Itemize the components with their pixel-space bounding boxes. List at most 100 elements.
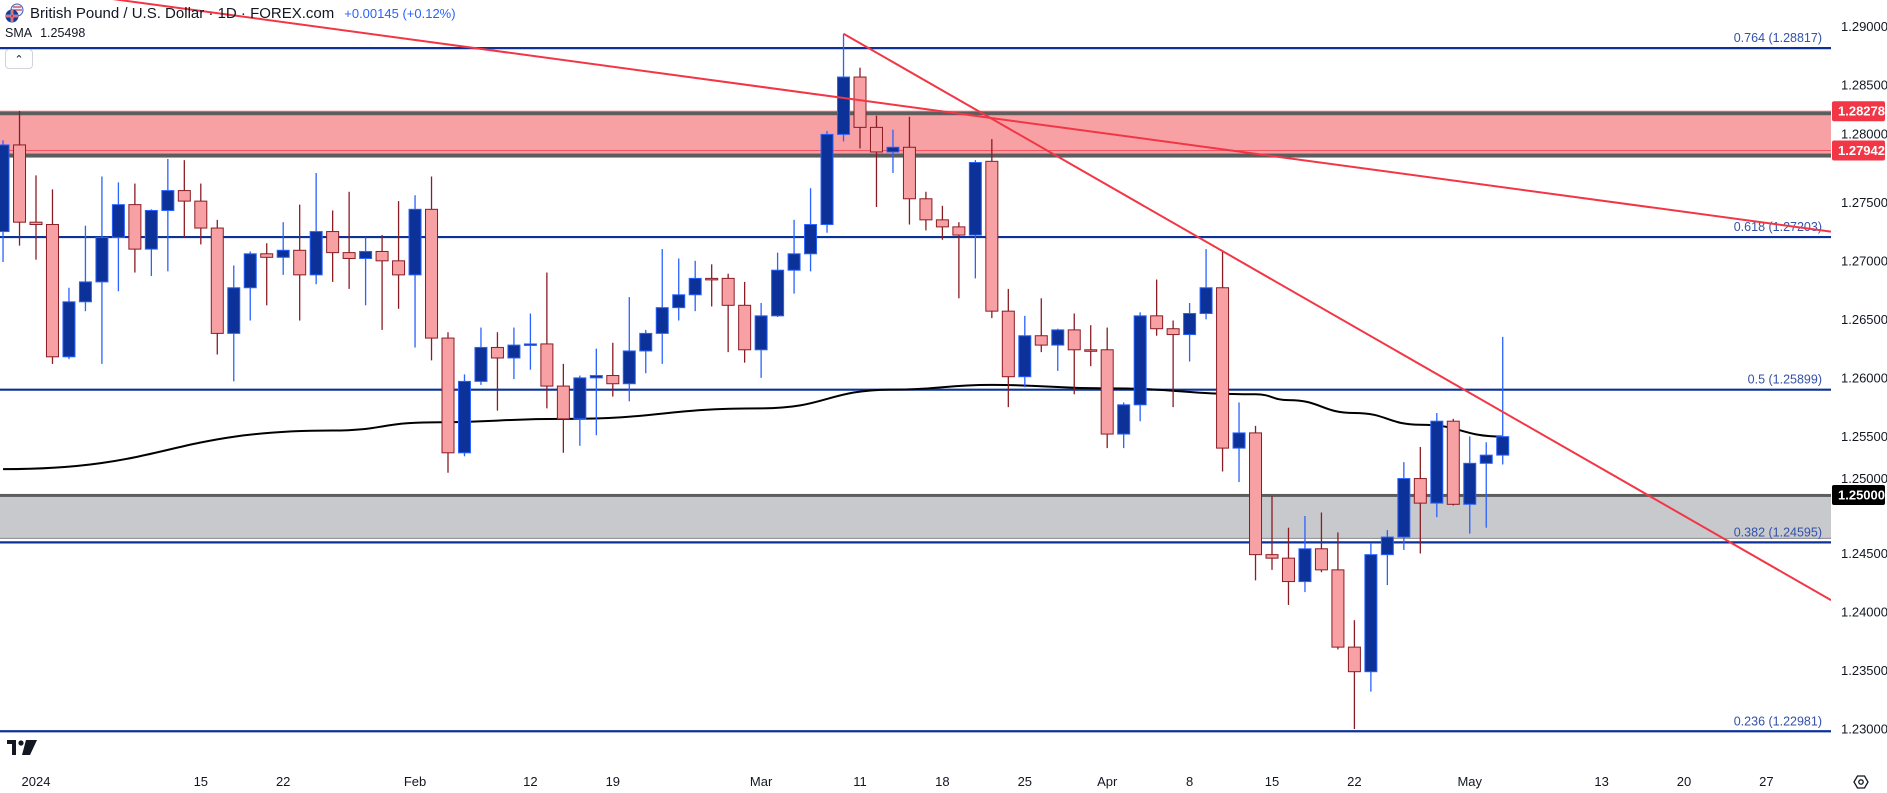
bearish-candle[interactable]: [869, 115, 883, 207]
bullish-candle[interactable]: [457, 374, 471, 457]
bearish-candle[interactable]: [392, 201, 406, 309]
bearish-candle[interactable]: [902, 116, 916, 225]
bearish-candle[interactable]: [1067, 313, 1081, 395]
bearish-candle[interactable]: [853, 67, 867, 149]
symbol-title-row[interactable]: British Pound / U.S. Dollar · 1D · FOREX…: [4, 3, 456, 23]
bullish-candle[interactable]: [474, 327, 488, 385]
bearish-candle[interactable]: [952, 222, 966, 299]
bearish-candle[interactable]: [1446, 418, 1460, 506]
bearish-candle[interactable]: [441, 332, 455, 473]
bearish-candle[interactable]: [1347, 620, 1361, 730]
symbol-title[interactable]: British Pound / U.S. Dollar · 1D · FOREX…: [30, 4, 335, 22]
bearish-candle[interactable]: [705, 264, 719, 307]
bearish-candle[interactable]: [1216, 251, 1230, 472]
bullish-candle[interactable]: [111, 182, 125, 292]
bullish-candle[interactable]: [1117, 402, 1131, 449]
bullish-candle[interactable]: [573, 375, 587, 446]
bearish-candle[interactable]: [342, 191, 356, 289]
bearish-candle[interactable]: [1281, 527, 1295, 605]
bullish-candle[interactable]: [78, 225, 92, 312]
bearish-candle[interactable]: [177, 160, 191, 238]
resistance-top-price-badge[interactable]: [1832, 101, 1885, 122]
bullish-candle[interactable]: [622, 297, 636, 402]
bearish-candle[interactable]: [540, 272, 554, 409]
bearish-candle[interactable]: [721, 273, 735, 353]
bullish-candle[interactable]: [1051, 328, 1065, 371]
bullish-candle[interactable]: [0, 140, 10, 262]
bullish-candle[interactable]: [820, 130, 834, 233]
bearish-candle[interactable]: [260, 243, 274, 306]
price-axis[interactable]: 1.29000 1.28500 1.28000 1.27500 1.27000 1.265…: [1832, 19, 1887, 737]
bullish-candle[interactable]: [1298, 516, 1312, 593]
bullish-candle[interactable]: [243, 251, 257, 321]
bearish-candle[interactable]: [293, 204, 307, 321]
tradingview-logo[interactable]: [7, 740, 37, 755]
bullish-candle[interactable]: [771, 252, 785, 318]
bearish-candle[interactable]: [29, 175, 43, 260]
bearish-candle[interactable]: [13, 110, 27, 246]
bullish-candle[interactable]: [804, 188, 818, 272]
trendline-long-term-resistance[interactable]: [83, 0, 1831, 233]
bearish-candle[interactable]: [128, 183, 142, 273]
bullish-candle[interactable]: [62, 287, 76, 360]
bullish-candle[interactable]: [309, 173, 323, 285]
bearish-candle[interactable]: [556, 363, 570, 453]
bearish-candle[interactable]: [1084, 325, 1098, 367]
bullish-candle[interactable]: [672, 258, 686, 321]
bullish-candle[interactable]: [359, 237, 373, 306]
bearish-candle[interactable]: [210, 219, 224, 355]
bullish-candle[interactable]: [1380, 530, 1394, 586]
bullish-candle[interactable]: [408, 195, 422, 348]
bullish-candle[interactable]: [1199, 249, 1213, 320]
bearish-candle[interactable]: [326, 210, 340, 282]
bearish-candle[interactable]: [919, 191, 933, 231]
bearish-candle[interactable]: [1265, 496, 1279, 570]
trendlines-layer[interactable]: [83, 0, 1831, 601]
bullish-candle[interactable]: [837, 33, 851, 142]
bearish-candle[interactable]: [1314, 512, 1328, 573]
bearish-candle[interactable]: [194, 183, 208, 245]
bearish-candle[interactable]: [1034, 298, 1048, 353]
bullish-candle[interactable]: [276, 222, 290, 275]
bullish-candle[interactable]: [1479, 442, 1493, 528]
bearish-candle[interactable]: [490, 332, 504, 411]
bullish-candle[interactable]: [144, 209, 158, 277]
bullish-candle[interactable]: [227, 265, 241, 382]
bearish-candle[interactable]: [1166, 320, 1180, 408]
bullish-candle[interactable]: [95, 176, 109, 364]
bearish-candle[interactable]: [985, 139, 999, 319]
bullish-candle[interactable]: [639, 329, 653, 374]
time-axis[interactable]: 2024 15 22 Feb 12 19 Mar 11 18 25 Apr 8 15 22 May 13 20 2…: [22, 774, 1774, 789]
bearish-candle[interactable]: [738, 281, 752, 363]
bullish-candle[interactable]: [1133, 312, 1147, 422]
bearish-candle[interactable]: [606, 342, 620, 397]
sma-line[interactable]: [3, 383, 1503, 471]
bearish-candle[interactable]: [1331, 532, 1345, 650]
bullish-candle[interactable]: [523, 313, 537, 370]
support-zone[interactable]: [0, 494, 1831, 539]
bullish-candle[interactable]: [1496, 336, 1510, 465]
bearish-candle[interactable]: [375, 235, 389, 330]
bullish-candle[interactable]: [1430, 412, 1444, 518]
bearish-candle[interactable]: [1413, 446, 1427, 554]
bullish-candle[interactable]: [1232, 402, 1246, 483]
bullish-candle[interactable]: [655, 249, 669, 364]
bullish-candle[interactable]: [688, 260, 702, 312]
bearish-candle[interactable]: [1100, 327, 1114, 449]
bullish-candle[interactable]: [1463, 436, 1477, 534]
bullish-candle[interactable]: [787, 219, 801, 294]
resistance-bottom-price-badge[interactable]: [1832, 140, 1885, 161]
indicator-legend-sma[interactable]: SMA 1.25498: [5, 26, 85, 40]
trendline-march-high-resistance[interactable]: [843, 32, 1831, 601]
bearish-candle[interactable]: [1249, 425, 1263, 581]
support-top-price-badge[interactable]: [1832, 484, 1885, 505]
bullish-candle[interactable]: [968, 160, 982, 279]
bullish-candle[interactable]: [754, 302, 768, 378]
bearish-candle[interactable]: [45, 189, 59, 364]
fibonacci-retracement[interactable]: 0.764 (1.28817) 0.618 (1.27203) 0.5 (1.258…: [0, 31, 1831, 733]
bullish-candle[interactable]: [1018, 315, 1032, 388]
bearish-candle[interactable]: [1150, 279, 1164, 336]
bullish-candle[interactable]: [1364, 542, 1378, 692]
settings-gear-icon[interactable]: [1853, 775, 1869, 789]
